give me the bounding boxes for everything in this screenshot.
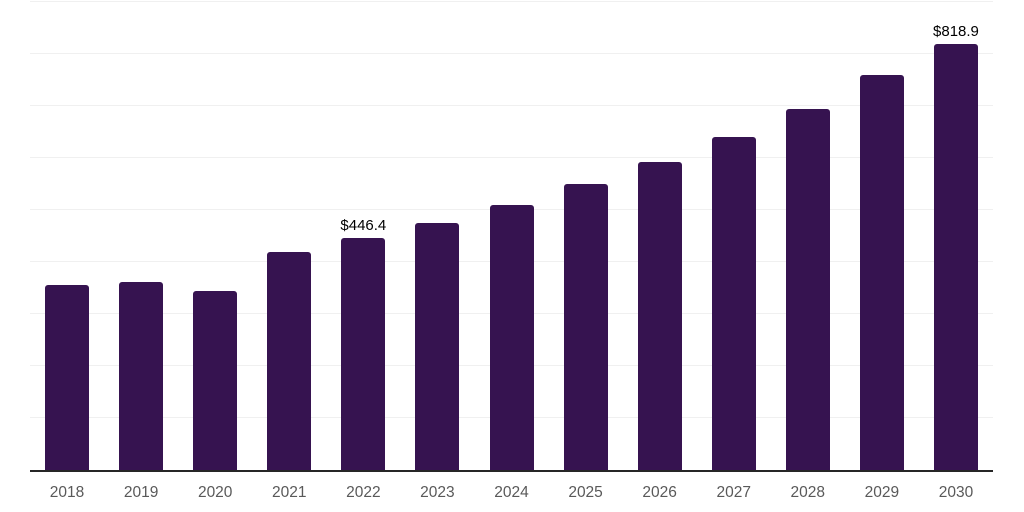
x-tick-2027: 2027 [716, 484, 751, 501]
data-label-2022: $446.4 [340, 216, 387, 234]
gridline-700 [30, 105, 993, 106]
gridline-600 [30, 157, 993, 158]
x-axis-line [30, 470, 993, 472]
bar-2026 [637, 161, 682, 470]
x-tick-2030: 2030 [938, 484, 974, 501]
bar-2019 [119, 281, 164, 470]
bar-2018 [45, 285, 90, 470]
bar-2022 [341, 237, 386, 470]
bar-2020 [193, 290, 238, 470]
plot-area [30, 1, 993, 472]
x-tick-2026: 2026 [642, 484, 677, 501]
bar-2023 [415, 222, 460, 470]
x-tick-2022: 2022 [346, 484, 381, 501]
bar-2030 [933, 44, 978, 470]
gridline-800 [30, 53, 993, 54]
x-tick-2025: 2025 [568, 484, 603, 501]
x-tick-2023: 2023 [420, 484, 455, 501]
x-tick-2024: 2024 [494, 484, 529, 501]
gridline-900 [30, 1, 993, 2]
x-tick-2021: 2021 [272, 484, 307, 501]
bar-2029 [859, 75, 904, 470]
bar-2024 [489, 204, 534, 470]
bar-2028 [785, 108, 830, 470]
x-tick-2020: 2020 [197, 484, 233, 501]
x-tick-2029: 2029 [864, 484, 900, 501]
x-tick-2019: 2019 [123, 484, 159, 501]
bar-2027 [711, 136, 756, 470]
data-label-2030: $818.9 [933, 23, 979, 41]
bar-2021 [267, 251, 312, 470]
bar-2025 [563, 184, 608, 470]
x-tick-2028: 2028 [790, 484, 826, 501]
x-tick-2018: 2018 [49, 484, 85, 501]
